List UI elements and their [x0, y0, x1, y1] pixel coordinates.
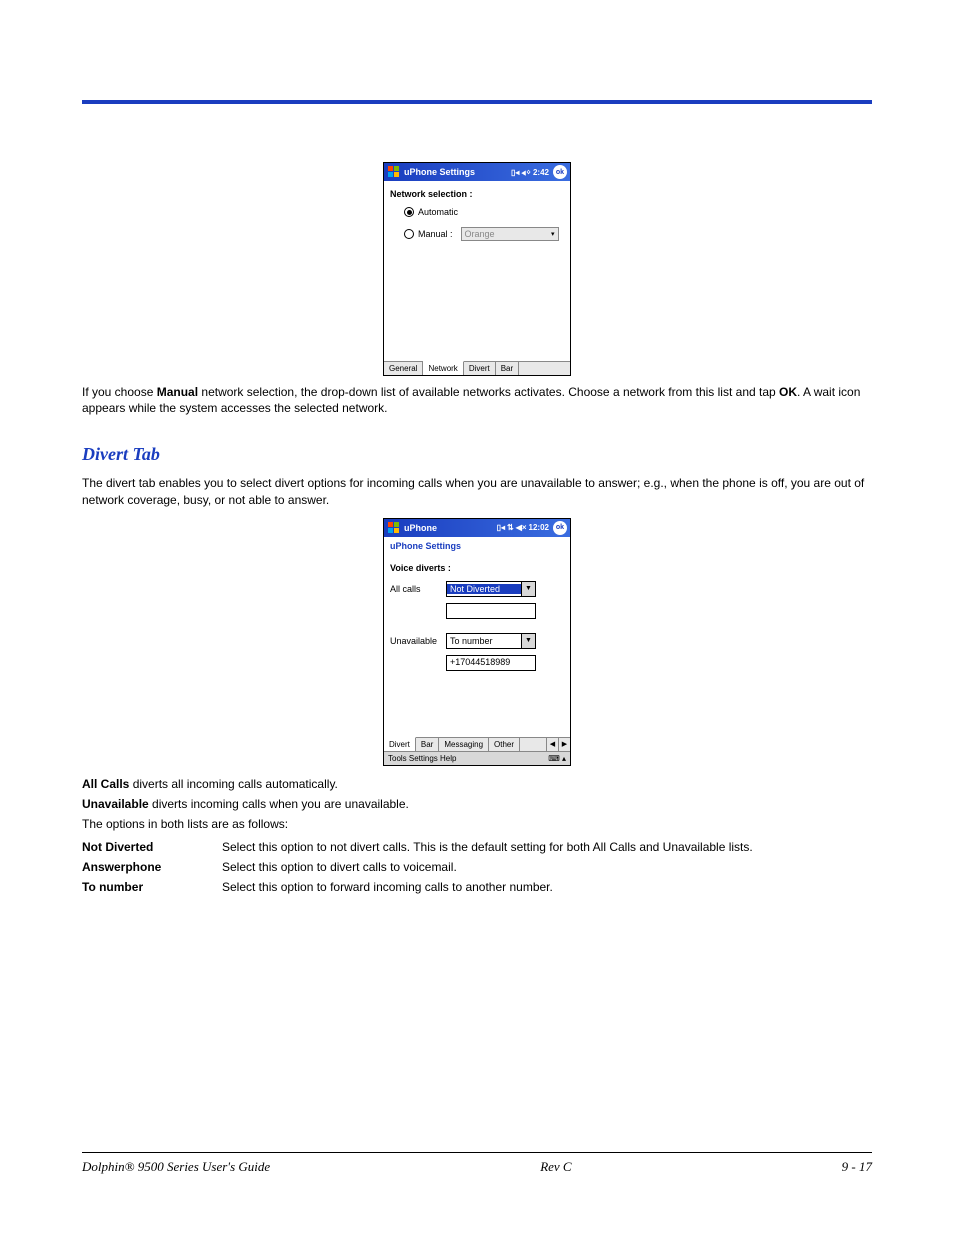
unavailable-number-input[interactable]: +17044518989 [446, 655, 536, 671]
chevron-down-icon: ▾ [551, 230, 555, 238]
tab-scroll-buttons: ◀ ▶ [546, 738, 570, 751]
divert-tab-heading: Divert Tab [82, 444, 872, 465]
ok-button[interactable]: ok [553, 521, 567, 535]
def-term: Answerphone [82, 860, 222, 874]
pda2-body: uPhone Settings Voice diverts : All call… [384, 537, 570, 737]
def-row-not-diverted: Not Diverted Select this option to not d… [82, 840, 872, 854]
radio-manual-label: Manual : [418, 229, 453, 239]
screenshot-2-wrap: uPhone ▯◂ ⇅ ◀× 12:02 ok uPhone Settings … [82, 518, 872, 766]
keyboard-icon[interactable]: ⌨ ▴ [548, 754, 566, 763]
tab-general[interactable]: General [384, 362, 423, 375]
paragraph-1: If you choose Manual network selection, … [82, 384, 872, 416]
footer-center: Rev C [540, 1159, 571, 1175]
allcalls-number-input[interactable] [446, 603, 536, 619]
windows-flag-icon [387, 521, 401, 535]
pda1-title: uPhone Settings [404, 167, 475, 177]
chevron-down-icon: ▼ [521, 634, 535, 648]
def-row-to-number: To number Select this option to forward … [82, 880, 872, 894]
pda1-status-icons: ▯◂ ◀ᛜ 2:42 [511, 168, 549, 177]
pda2-title: uPhone [404, 523, 437, 533]
footer-right: 9 - 17 [842, 1159, 872, 1175]
scroll-left-icon[interactable]: ◀ [546, 738, 558, 751]
pda2-time: 12:02 [529, 523, 549, 532]
def-desc: Select this option to not divert calls. … [222, 840, 872, 854]
pda1-titlebar: uPhone Settings ▯◂ ◀ᛜ 2:42 ok [384, 163, 570, 181]
page-content: uPhone Settings ▯◂ ◀ᛜ 2:42 ok Network se… [0, 0, 954, 894]
unavailable-value: To number [447, 636, 521, 646]
p4-bold: Unavailable [82, 797, 149, 811]
allcalls-value: Not Diverted [447, 584, 521, 594]
allcalls-dropdown[interactable]: Not Diverted ▼ [446, 581, 536, 597]
pda2-titlebar: uPhone ▯◂ ⇅ ◀× 12:02 ok [384, 519, 570, 537]
pda2-menubar: Tools Settings Help ⌨ ▴ [384, 751, 570, 765]
def-row-answerphone: Answerphone Select this option to divert… [82, 860, 872, 874]
tab-divert[interactable]: Divert [464, 362, 496, 375]
radio-automatic[interactable] [404, 207, 414, 217]
footer-left: Dolphin® 9500 Series User's Guide [82, 1159, 270, 1175]
radio-automatic-label: Automatic [418, 207, 458, 217]
ok-button[interactable]: ok [553, 165, 567, 179]
pda2-subhead: uPhone Settings [390, 541, 564, 551]
def-desc: Select this option to divert calls to vo… [222, 860, 872, 874]
p1-mid: network selection, the drop-down list of… [198, 385, 779, 399]
speaker-icon: ◀ᛜ [521, 168, 531, 177]
p1-bold2: OK [779, 385, 797, 399]
pda2-tabs: Divert Bar Messaging Other ◀ ▶ [384, 737, 570, 751]
sync-icon: ⇅ [507, 523, 514, 532]
scroll-right-icon[interactable]: ▶ [558, 738, 570, 751]
signal-icon: ▯◂ [497, 523, 505, 532]
menubar-items[interactable]: Tools Settings Help [388, 754, 456, 763]
paragraph-5: The options in both lists are as follows… [82, 816, 872, 832]
speaker-mute-icon: ◀× [516, 523, 527, 532]
chevron-down-icon: ▼ [521, 582, 535, 596]
radio-manual[interactable] [404, 229, 414, 239]
definitions-table: Not Diverted Select this option to not d… [82, 840, 872, 894]
allcalls-label: All calls [390, 584, 446, 594]
tab-other[interactable]: Other [489, 738, 520, 751]
def-desc: Select this option to forward incoming c… [222, 880, 872, 894]
divert-row-unavailable: Unavailable To number ▼ [390, 633, 564, 649]
screenshot-1-wrap: uPhone Settings ▯◂ ◀ᛜ 2:42 ok Network se… [82, 162, 872, 376]
signal-icon: ▯◂ [511, 168, 519, 177]
pda1-body: Network selection : Automatic Manual : O… [384, 181, 570, 361]
top-rule [82, 100, 872, 104]
pda2-status-icons: ▯◂ ⇅ ◀× 12:02 [497, 523, 549, 532]
tab-bar[interactable]: Bar [496, 362, 519, 375]
p1-prefix: If you choose [82, 385, 157, 399]
pda-screenshot-1: uPhone Settings ▯◂ ◀ᛜ 2:42 ok Network se… [383, 162, 571, 376]
def-term: Not Diverted [82, 840, 222, 854]
divert-row-allcalls: All calls Not Diverted ▼ [390, 581, 564, 597]
p4-rest: diverts incoming calls when you are unav… [149, 797, 409, 811]
network-selection-label: Network selection : [390, 189, 564, 199]
pda-screenshot-2: uPhone ▯◂ ⇅ ◀× 12:02 ok uPhone Settings … [383, 518, 571, 766]
pda1-tabs: General Network Divert Bar [384, 361, 570, 375]
p1-bold1: Manual [157, 385, 198, 399]
radio-automatic-row[interactable]: Automatic [404, 207, 564, 217]
def-term: To number [82, 880, 222, 894]
tab-bar[interactable]: Bar [416, 738, 439, 751]
tab-divert[interactable]: Divert [384, 737, 416, 751]
unavailable-dropdown[interactable]: To number ▼ [446, 633, 536, 649]
voice-diverts-label: Voice diverts : [390, 563, 564, 573]
p3-bold: All Calls [82, 777, 129, 791]
windows-flag-icon [387, 165, 401, 179]
radio-manual-row[interactable]: Manual : Orange ▾ [404, 227, 564, 241]
paragraph-3: All Calls diverts all incoming calls aut… [82, 776, 872, 792]
paragraph-4: Unavailable diverts incoming calls when … [82, 796, 872, 812]
paragraph-2: The divert tab enables you to select div… [82, 475, 872, 507]
pda1-time: 2:42 [533, 168, 549, 177]
tab-network[interactable]: Network [423, 361, 463, 375]
network-dropdown-value: Orange [465, 229, 495, 239]
tab-messaging[interactable]: Messaging [439, 738, 489, 751]
p3-rest: diverts all incoming calls automatically… [129, 777, 338, 791]
page-footer: Dolphin® 9500 Series User's Guide Rev C … [82, 1152, 872, 1175]
unavailable-label: Unavailable [390, 636, 446, 646]
network-dropdown[interactable]: Orange ▾ [461, 227, 559, 241]
